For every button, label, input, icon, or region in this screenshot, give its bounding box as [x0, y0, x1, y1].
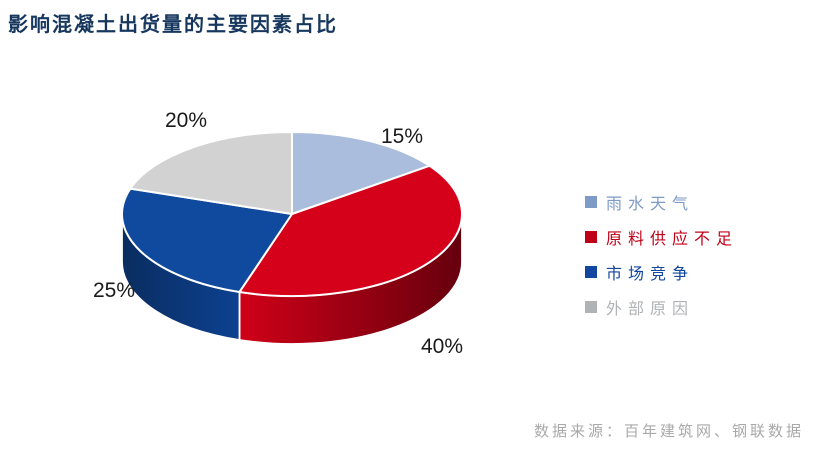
- pie-percent-label: 40%: [421, 335, 464, 358]
- pie-slice-市场竞争: [120, 187, 293, 293]
- pie-percent-label: 15%: [381, 125, 424, 148]
- legend-label: 市场竞争: [606, 266, 695, 283]
- pie-slice-原料供应不足: [238, 164, 464, 298]
- legend-item-material-shortage: 原料供应不足: [585, 225, 738, 249]
- legend-swatch: [585, 266, 597, 278]
- page-title: 影响混凝土出货量的主要因素占比: [8, 14, 338, 36]
- legend-item-market-competition: 市场竞争: [585, 260, 738, 284]
- legend-swatch: [585, 231, 597, 243]
- legend-label: 雨水天气: [606, 196, 695, 213]
- legend-label: 外部原因: [606, 301, 695, 318]
- data-source-note: 数据来源：百年建筑网、钢联数据: [533, 423, 804, 440]
- pie-slice-雨水天气: [291, 131, 431, 215]
- legend-item-external: 外部原因: [585, 295, 738, 319]
- chart-legend: 雨水天气 原料供应不足 市场竞争 外部原因: [585, 190, 738, 330]
- pie-slice-外部原因: [129, 131, 293, 215]
- legend-label: 原料供应不足: [606, 231, 739, 248]
- pie-percent-label: 25%: [93, 279, 136, 302]
- legend-swatch: [585, 196, 597, 208]
- legend-item-rain: 雨水天气: [585, 190, 738, 214]
- legend-swatch: [585, 301, 597, 313]
- pie-percent-label: 20%: [165, 109, 208, 132]
